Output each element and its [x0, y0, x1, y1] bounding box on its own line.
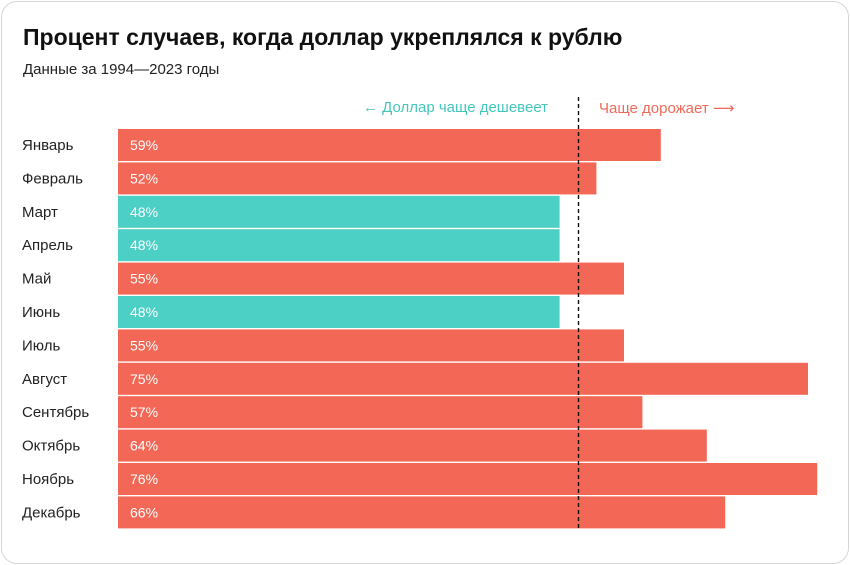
bar-value-label: 48% [130, 237, 158, 253]
category-label: Декабрь [22, 504, 81, 521]
annotation-cheaper: ← Доллар чаще дешевеет [363, 99, 549, 116]
bar [118, 362, 808, 395]
bar [118, 162, 597, 195]
bar [118, 496, 726, 529]
annotation-pricier: Чаще дорожает ⟶ [599, 100, 735, 117]
category-label: Февраль [22, 170, 83, 187]
category-label: Март [22, 204, 58, 221]
bar [118, 463, 818, 495]
bar-value-label: 75% [130, 371, 158, 387]
category-label: Август [22, 371, 67, 388]
bar-value-label: 57% [130, 404, 158, 420]
bar-value-label: 64% [130, 438, 158, 454]
bar-value-label: 48% [130, 204, 158, 220]
bar-value-label: 66% [130, 504, 158, 520]
category-label: Ноябрь [22, 471, 74, 488]
bar [118, 329, 624, 362]
category-label: Июль [22, 337, 60, 354]
bar [118, 262, 624, 295]
category-label: Октябрь [22, 438, 80, 455]
bar-value-label: 52% [130, 170, 158, 186]
chart-subtitle: Данные за 1994—2023 годы [23, 61, 220, 78]
bar [118, 429, 707, 462]
category-label: Апрель [22, 237, 73, 254]
bar-value-label: 59% [130, 137, 158, 153]
bar-value-label: 48% [130, 304, 158, 320]
bar [118, 129, 661, 161]
bar-value-label: 55% [130, 337, 158, 353]
bar [118, 229, 560, 262]
bar-value-label: 76% [130, 471, 158, 487]
bar [118, 396, 643, 429]
category-label: Июнь [22, 304, 60, 321]
bar-value-label: 55% [130, 271, 158, 287]
category-label: Сентябрь [22, 404, 89, 421]
category-label: Январь [22, 137, 74, 154]
bar [118, 195, 560, 228]
chart-title: Процент случаев, когда доллар укреплялся… [23, 24, 623, 50]
bar [118, 296, 560, 328]
category-label: Май [22, 271, 51, 288]
